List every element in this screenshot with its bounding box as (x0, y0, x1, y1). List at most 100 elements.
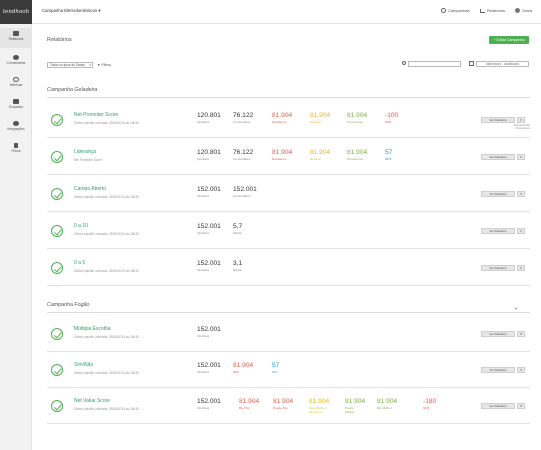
metric-label: Comentários (233, 156, 251, 161)
report-options-dropdown[interactable]: ▾ (517, 331, 525, 337)
gauge-icon (13, 77, 19, 82)
metric-value: 5,7 (233, 223, 243, 230)
user-name: Sonia (522, 8, 533, 13)
report-options-dropdown[interactable]: ▾ (517, 228, 525, 234)
view-report-button[interactable]: Ver Relatório (481, 367, 515, 373)
question-title[interactable]: Sim/Não (74, 362, 94, 368)
report-options-dropdown[interactable]: ▾ (517, 154, 525, 160)
section-title: Campanha Geladeira (47, 87, 98, 93)
metric: 152.001 Opiniões (197, 398, 221, 410)
sidebar-item-metricas[interactable]: Métricas (0, 74, 32, 92)
user-menu[interactable]: Sonia (515, 8, 532, 13)
sidebar-item-filtros[interactable]: Filtros (0, 140, 32, 158)
report-options-dropdown[interactable]: ▾ (517, 403, 525, 409)
metric: 5,7 Média (233, 223, 242, 235)
metric-label: Opiniões (197, 405, 210, 410)
question-subtitle: Última opinião coletada: 18/08/2015 às 1… (74, 268, 139, 273)
metric: 152.001 Opiniões (197, 186, 221, 198)
metric-label: NPS (385, 156, 392, 161)
metric-label: Opiniões (197, 267, 210, 272)
sidebar-item-enquetes[interactable]: Enquetes (0, 96, 32, 114)
view-report-button[interactable]: Ver Relatório (481, 228, 515, 234)
metric: 81.904 Não (233, 362, 253, 374)
sidebar-item-relatorios[interactable]: Relatórios (0, 28, 32, 48)
metric: 81.904 Pouco Melhor (345, 398, 365, 414)
view-report-button[interactable]: Ver Relatório (481, 191, 515, 197)
metric-value: 81.904 (310, 149, 331, 156)
question-title[interactable]: Campo Aberto (74, 186, 106, 192)
question-title[interactable]: 0 a 5 (74, 260, 86, 266)
metric-label: Bg. Melhor (377, 405, 392, 410)
edit-campaign-button[interactable]: + Editar Campanha (489, 36, 529, 44)
view-report-button[interactable]: Ver Relatório (481, 265, 515, 271)
section-divider (47, 97, 530, 98)
filter-icon: ▼ (97, 63, 101, 67)
date-range-input[interactable]: 06/07/2015 - 14/08/2015 (476, 61, 529, 67)
calendar-icon[interactable] (469, 61, 474, 66)
metric: 76.122 Comentários (233, 149, 253, 161)
report-options-dropdown[interactable]: ▾ (517, 191, 525, 197)
view-report-button[interactable]: Ver Relatório (481, 403, 515, 409)
sidebar-item-label: Relatórios (8, 37, 24, 41)
question-subtitle: Última opinião coletada: 18/08/2015 às 1… (74, 194, 139, 199)
app-logo[interactable]: tendhooh (0, 0, 32, 24)
question-subtitle: Última opinião coletada: 18/08/2015 às 1… (74, 334, 139, 339)
metric-label: Opiniões (197, 333, 210, 338)
metric-label: Comentários (233, 119, 251, 124)
search-icon[interactable] (402, 61, 406, 65)
question-title[interactable]: Net Promoter Score (74, 112, 119, 118)
metric-value: 81.904 (239, 398, 260, 405)
check-circle-icon (51, 328, 63, 340)
question-title[interactable]: Net Value Score (74, 398, 111, 404)
campaign-selector[interactable]: Campanha Eletrodomésticos ▾ (42, 8, 101, 14)
metric-value: 81.904 (272, 149, 293, 156)
metric-value: 152.001 (197, 398, 221, 405)
metric: -180 NVS (423, 398, 436, 410)
metric-label: Opiniões (197, 369, 210, 374)
question-subtitle: Última opinião coletada: 18/08/2015 às 1… (74, 406, 139, 411)
metric-value: 152.001 (197, 260, 221, 267)
question-title[interactable]: 0 a 10 (74, 223, 88, 229)
sidebar-item-label: Comentários (6, 61, 26, 65)
metric-value: 81.904 (347, 149, 368, 156)
metric-label: Detratores (272, 119, 287, 124)
metric-value: 81.904 (233, 362, 254, 369)
view-report-button[interactable]: Ver Relatório (481, 331, 515, 337)
view-report-button[interactable]: Ver Relatório (481, 154, 515, 160)
metric-label: NVS (423, 405, 430, 410)
search-input[interactable] (408, 61, 461, 67)
filter-icon (14, 143, 18, 148)
metric-label: Promotores (347, 156, 363, 161)
question-title[interactable]: Liderança (74, 149, 96, 155)
chevron-down-icon[interactable]: ▾ (515, 306, 518, 311)
sidebar-item-label: Filtros (11, 149, 21, 153)
report-options-dropdown[interactable]: ▾ (517, 265, 525, 271)
filters-link[interactable]: ▼ Filtros (97, 63, 111, 67)
report-options-dropdown[interactable]: ▾ (517, 117, 525, 123)
metric: 76.122 Comentários (233, 112, 253, 124)
view-report-button[interactable]: Ver Relatório (481, 117, 515, 123)
metric-label: Pouco Melhor (345, 405, 355, 414)
data-type-select-value: Todos os tipos de Dados (50, 63, 85, 67)
metric: 152.001 Opiniões (197, 326, 221, 338)
metric-label: Opiniões (197, 119, 210, 124)
campaigns-link[interactable]: Campanhas (441, 8, 470, 13)
sidebar-item-comentarios[interactable]: Comentários (0, 52, 32, 70)
check-circle-icon (51, 400, 63, 412)
metric: 81.904 Neutros (310, 149, 330, 161)
data-type-select[interactable]: Todos os tipos de Dados ▾ (47, 62, 93, 68)
chevron-down-icon: ▾ (89, 63, 91, 67)
metric-value: 152.001 (197, 223, 221, 230)
metric-value: 81.904 (377, 398, 398, 405)
truck-icon (13, 99, 19, 104)
sidebar-item-integracoes[interactable]: Integrações (0, 118, 32, 136)
question-title[interactable]: Múltipla Escolha (74, 326, 111, 332)
top-bar: tendhooh Campanha Eletrodomésticos ▾ Cam… (0, 0, 541, 24)
campaign-selector-label: Campanha Eletrodomésticos (42, 8, 98, 13)
metric: 57 Sim (272, 362, 279, 374)
reports-link[interactable]: Relatórios (480, 8, 505, 13)
metric: 81.904 Promotores (347, 149, 367, 161)
metric-label: Média (233, 267, 242, 272)
report-options-dropdown[interactable]: ▾ (517, 367, 525, 373)
question-subtitle: Net Promoter Score (74, 157, 103, 162)
